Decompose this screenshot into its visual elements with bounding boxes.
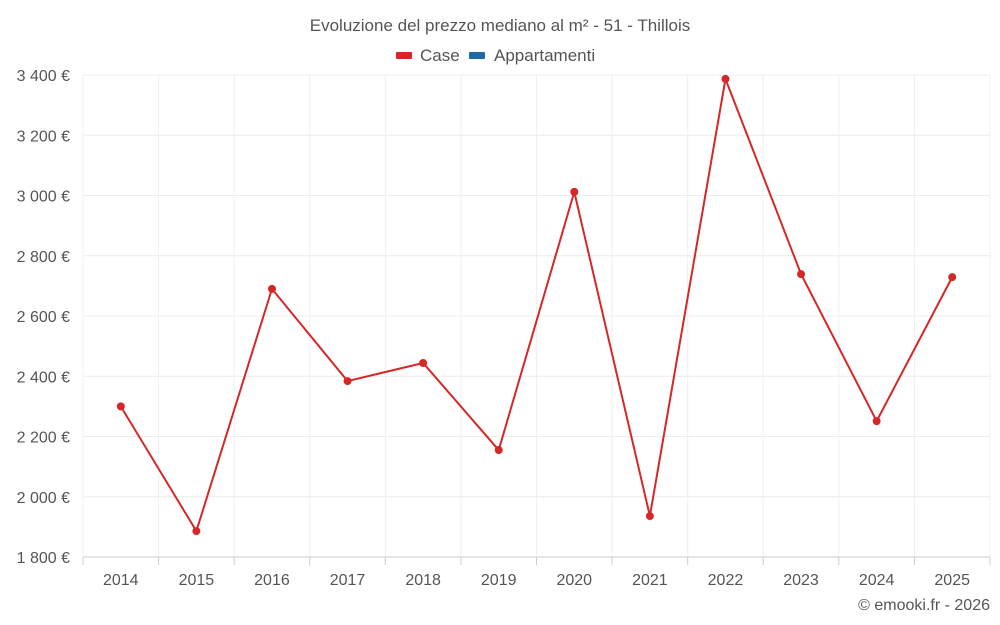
legend-label-case: Case <box>420 46 460 65</box>
data-point-2019 <box>494 446 503 455</box>
legend-swatch-case <box>396 52 412 59</box>
x-tick-label: 2024 <box>859 572 895 589</box>
legend-swatch-appartamenti <box>469 52 485 59</box>
legend-label-appartamenti: Appartamenti <box>494 46 595 65</box>
grid <box>82 74 991 558</box>
data-point-2017 <box>343 377 352 386</box>
data-point-2025 <box>948 273 957 282</box>
x-tick-label: 2014 <box>103 572 139 589</box>
data-point-2024 <box>872 417 881 426</box>
data-point-2023 <box>797 270 806 279</box>
x-tick-label: 2015 <box>179 572 215 589</box>
series <box>116 74 957 536</box>
data-point-2018 <box>419 358 428 367</box>
x-tick-label: 2018 <box>405 572 441 589</box>
data-point-2021 <box>645 512 654 521</box>
y-tick-label: 3 200 € <box>17 128 70 145</box>
legend: Case Appartamenti <box>396 46 595 65</box>
y-tick-label: 2 800 € <box>17 249 70 266</box>
y-tick-label: 3 400 € <box>17 68 70 85</box>
data-point-2020 <box>570 187 579 196</box>
data-point-2016 <box>267 284 276 293</box>
x-tick-label: 2016 <box>254 572 290 589</box>
axes: 1 800 € 2 000 € 2 200 € 2 400 € 2 600 € 2 800… <box>17 68 991 589</box>
data-point-2014 <box>116 402 125 411</box>
y-tick-label: 3 000 € <box>17 189 70 206</box>
x-tick-label: 2020 <box>556 572 592 589</box>
x-tick-label: 2025 <box>934 572 970 589</box>
credit-text: © emooki.fr - 2026 <box>858 597 990 614</box>
x-tick-label: 2019 <box>481 572 517 589</box>
x-tick-label: 2021 <box>632 572 668 589</box>
y-tick-label: 2 200 € <box>17 430 70 447</box>
y-tick-label: 2 000 € <box>17 490 70 507</box>
y-tick-label: 2 400 € <box>17 369 70 386</box>
data-point-2022 <box>721 74 730 83</box>
x-tick-label: 2017 <box>330 572 366 589</box>
series-line-case <box>119 75 954 534</box>
data-point-2015 <box>192 527 201 536</box>
x-tick-label: 2022 <box>708 572 744 589</box>
x-tick-label: 2023 <box>783 572 819 589</box>
chart-title: Evoluzione del prezzo mediano al m² - 51… <box>310 16 690 35</box>
y-tick-label: 1 800 € <box>17 550 70 567</box>
y-tick-label: 2 600 € <box>17 309 70 326</box>
